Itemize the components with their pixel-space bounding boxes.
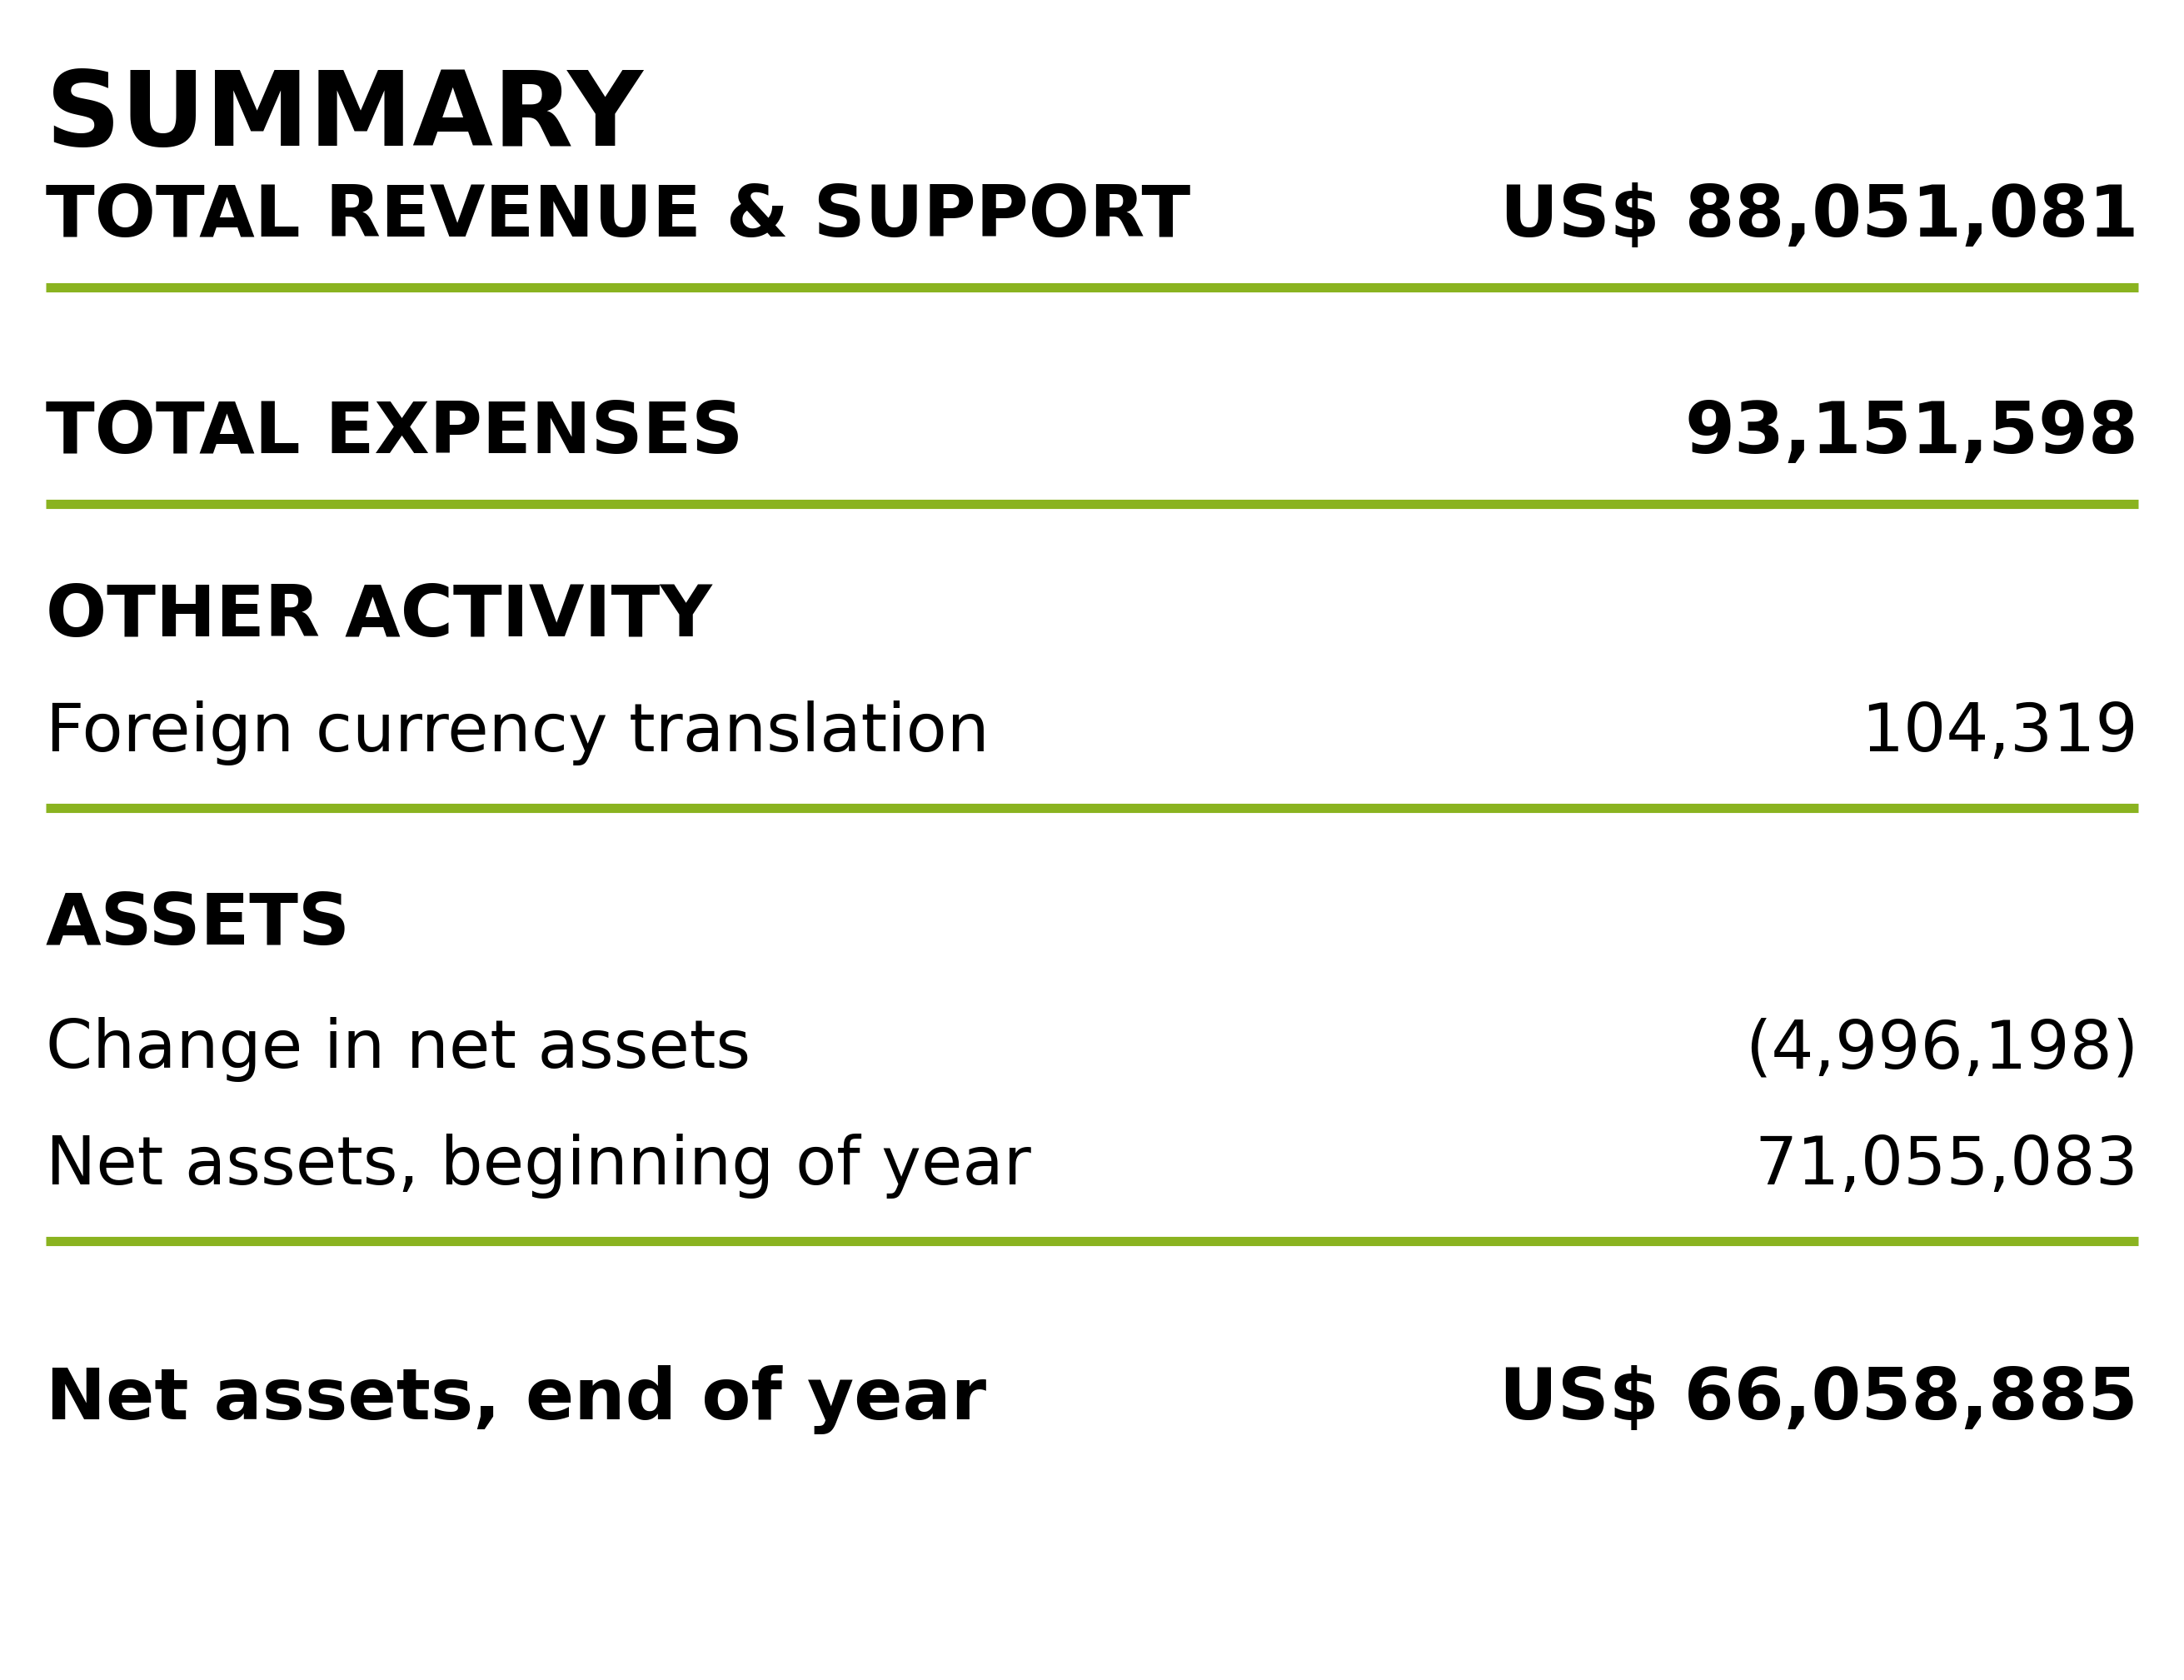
Text: US$ 66,058,885: US$ 66,058,885: [1500, 1364, 2138, 1433]
Text: US$ 88,051,081: US$ 88,051,081: [1500, 181, 2138, 250]
Text: Foreign currency translation: Foreign currency translation: [46, 701, 989, 766]
Text: Change in net assets: Change in net assets: [46, 1016, 751, 1082]
Text: OTHER ACTIVITY: OTHER ACTIVITY: [46, 581, 712, 650]
Text: 104,319: 104,319: [1861, 701, 2138, 766]
Text: Net assets, end of year: Net assets, end of year: [46, 1364, 987, 1433]
Text: 93,151,598: 93,151,598: [1684, 398, 2138, 467]
Text: 71,055,083: 71,055,083: [1754, 1134, 2138, 1198]
Text: (4,996,198): (4,996,198): [1745, 1016, 2138, 1082]
Text: SUMMARY: SUMMARY: [46, 67, 642, 168]
Text: TOTAL REVENUE & SUPPORT: TOTAL REVENUE & SUPPORT: [46, 181, 1190, 250]
Text: TOTAL EXPENSES: TOTAL EXPENSES: [46, 398, 743, 467]
Text: ASSETS: ASSETS: [46, 890, 352, 959]
Text: Net assets, beginning of year: Net assets, beginning of year: [46, 1134, 1031, 1198]
